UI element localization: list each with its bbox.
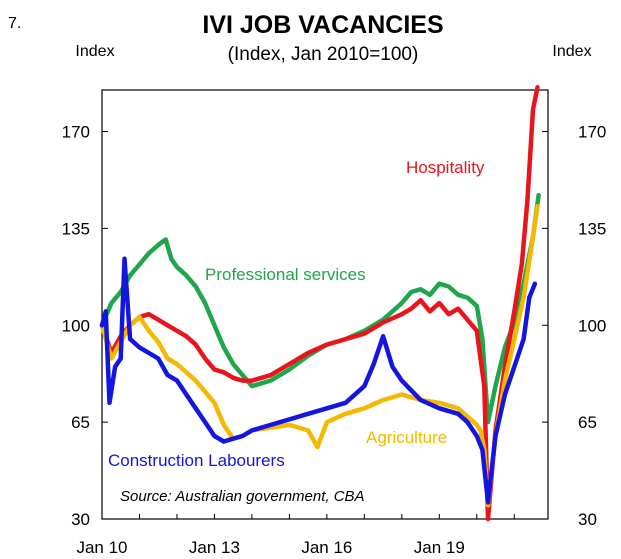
hospitality-label: Hospitality [406, 158, 485, 177]
y-tick-label-right: 170 [578, 123, 606, 142]
y-tick-label-right: 65 [578, 413, 597, 432]
axis-ticks: 30 30 65 65 100 100 135 135 170 170 Jan 10 Jan 13 Ja… [62, 123, 607, 557]
y-tick-label-right: 100 [578, 316, 606, 335]
y-axis-unit-right: Index [552, 43, 591, 60]
construction-labourers-label: Construction Labourers [108, 451, 285, 470]
series-lines [99, 84, 541, 522]
chart-subtitle: (Index, Jan 2010=100) [228, 44, 419, 65]
y-tick-label-right: 30 [578, 510, 597, 529]
professional-services-label: Professional services [205, 265, 366, 284]
y-tick-label-left: 170 [62, 123, 90, 142]
y-axis-unit-left: Index [75, 43, 114, 60]
y-tick-label-left: 100 [62, 316, 90, 335]
professional-services-line [99, 192, 541, 425]
x-tick-label: Jan 16 [301, 538, 352, 557]
figure-number: 7. [8, 15, 21, 32]
agriculture-label: Agriculture [366, 428, 447, 447]
source-note: Source: Australian government, CBA [120, 488, 365, 505]
construction-labourers-line [99, 256, 538, 505]
y-tick-label-left: 30 [71, 510, 90, 529]
chart-title: IVI JOB VACANCIES [202, 11, 443, 39]
y-tick-label-right: 135 [578, 219, 606, 238]
x-tick-label: Jan 10 [76, 538, 127, 557]
plot-area [101, 89, 549, 520]
x-tick-label: Jan 13 [189, 538, 240, 557]
x-tick-label: Jan 19 [414, 538, 465, 557]
y-tick-label-left: 135 [62, 219, 90, 238]
hospitality-line [99, 84, 540, 522]
plot-frame [101, 89, 549, 520]
y-tick-label-left: 65 [71, 413, 90, 432]
